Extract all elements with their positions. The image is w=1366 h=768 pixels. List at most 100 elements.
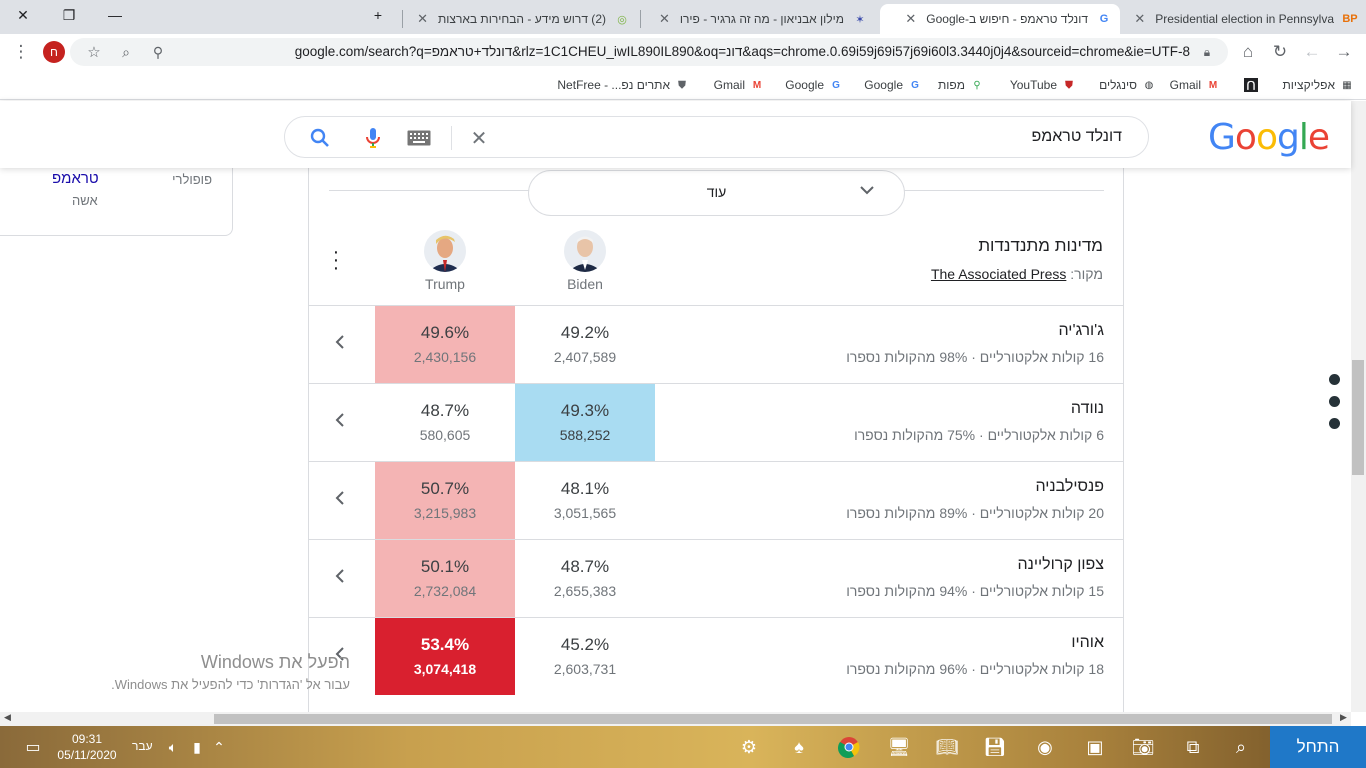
chrome-icon[interactable] — [836, 735, 862, 759]
more-options-icon[interactable]: · · · — [332, 241, 340, 279]
google-logo[interactable]: Google — [1208, 117, 1330, 158]
biden-result-cell: 48.7% 2,655,383 — [515, 540, 655, 617]
chevron-left-icon[interactable] — [335, 412, 345, 433]
horizontal-scroll-thumb[interactable] — [214, 714, 1332, 724]
location-icon[interactable]: ⚲ — [152, 43, 164, 60]
search-icon[interactable]: ⌕ — [1235, 736, 1247, 757]
tab-forum[interactable]: ◎ (2) דרוש מידע - הבחירות בארצות ✕ — [406, 4, 638, 34]
state-row[interactable]: 48.7% 580,605 49.3% 588,252 נוודה 6 קולות אלק… — [309, 383, 1124, 461]
vertical-scroll-thumb[interactable] — [1352, 360, 1364, 475]
dictionary-icon[interactable]: 📖︎ — [935, 736, 959, 757]
tab-google-search[interactable]: G דונלד טראמפ - חיפוש ב-Google ✕ — [880, 4, 1120, 34]
search-icon[interactable] — [308, 126, 332, 150]
bookmark-singles[interactable]: ◍ סינגלים — [1099, 76, 1156, 94]
reload-icon[interactable]: ↻ — [1272, 42, 1288, 61]
close-tab-icon[interactable]: ✕ — [417, 11, 429, 26]
tab-title: מילון אבניאון - מה זה גרגיר - פירו — [679, 12, 844, 26]
close-tab-icon[interactable]: ✕ — [658, 11, 670, 26]
minimize-window-icon[interactable]: — — [108, 7, 122, 23]
save-icon[interactable]: 💾︎ — [983, 736, 1007, 757]
lock-icon[interactable]: 🔒︎ — [1203, 44, 1211, 59]
computer-icon[interactable]: 🖥︎ — [887, 736, 911, 757]
trump-votes: 2,732,084 — [413, 583, 477, 599]
trump-result-cell: 49.6% 2,430,156 — [375, 306, 515, 383]
restore-window-icon[interactable]: ❐ — [62, 6, 76, 23]
scroll-left-icon[interactable]: ◀ — [4, 712, 11, 722]
chevron-left-icon[interactable] — [335, 568, 345, 589]
candidate-biden[interactable]: Biden — [515, 230, 655, 292]
tab-pennsylvania[interactable]: BP Presidential election in Pennsylva ✕ — [1125, 4, 1366, 34]
bookmark-arch[interactable]: ⋂ — [1239, 76, 1258, 94]
chevron-left-icon[interactable] — [335, 490, 345, 511]
settings-icon[interactable]: ▣ — [1086, 736, 1104, 757]
back-icon[interactable]: → — [1335, 42, 1353, 61]
bookmark-google[interactable]: G Google — [785, 76, 843, 94]
bookmark-maps[interactable]: ⚲ מפות — [938, 76, 984, 94]
search-box[interactable]: דונלד טראמפ ✕ — [284, 116, 1149, 158]
home-icon[interactable]: ⌂ — [1242, 42, 1254, 61]
google-icon: G — [911, 79, 919, 91]
camera-app-icon[interactable]: ◉ — [1037, 736, 1053, 757]
state-info: 20 קולות אלקטורליים · 89% מהקולות נספרו — [846, 505, 1104, 521]
biden-result-cell: 48.1% 3,051,565 — [515, 462, 655, 539]
language-indicator[interactable]: עבר — [132, 739, 153, 753]
bookmark-gmail[interactable]: M Gmail — [714, 76, 764, 94]
biden-avatar — [564, 230, 606, 272]
close-tab-icon[interactable]: ✕ — [1134, 11, 1146, 26]
start-button[interactable]: התחל — [1270, 726, 1366, 768]
keyboard-icon[interactable] — [407, 126, 431, 150]
new-tab-button[interactable]: + — [373, 7, 383, 23]
trump-avatar — [424, 230, 466, 272]
search-input[interactable]: דונלד טראמפ — [1031, 128, 1122, 145]
dot-icon — [1329, 418, 1340, 429]
forward-icon[interactable]: ← — [1303, 42, 1321, 61]
task-view-icon[interactable]: ⧉ — [1186, 736, 1200, 757]
state-row[interactable]: 50.7% 3,215,983 48.1% 3,051,565 פנסילבניה 20 … — [309, 461, 1124, 539]
more-button[interactable]: עוד — [528, 170, 905, 216]
bookmark-netfree[interactable]: ⛊ אתרים נפ... - NetFree — [557, 76, 689, 94]
url-text[interactable]: google.com/search?q=דונלד+טראמפ&rlz=1C1C… — [294, 44, 1190, 59]
biden-votes: 3,051,565 — [553, 505, 617, 521]
source-link[interactable]: The Associated Press — [930, 266, 1067, 282]
trump-votes: 3,215,983 — [413, 505, 477, 521]
profile-avatar[interactable]: ח — [43, 41, 65, 63]
photo-icon[interactable]: 📷︎ — [1131, 736, 1155, 757]
battery-icon[interactable]: ▮ — [193, 738, 201, 755]
notification-icon[interactable]: ▭ — [25, 739, 41, 756]
knowledge-panel-fragment: פופולרי טראמפ אשה — [0, 168, 233, 236]
biden-votes: 588,252 — [559, 427, 611, 443]
clear-icon[interactable]: ✕ — [470, 127, 488, 150]
system-clock[interactable]: 09:31 05/11/2020 — [52, 731, 122, 763]
biden-result-cell: 49.2% 2,407,589 — [515, 306, 655, 383]
close-window-icon[interactable]: ✕ — [17, 6, 29, 23]
zoom-icon[interactable]: ⌕ — [122, 43, 130, 60]
bookmark-google[interactable]: G Google — [864, 76, 922, 94]
bookmark-gmail[interactable]: M Gmail — [1170, 76, 1220, 94]
microphone-icon[interactable] — [361, 126, 385, 150]
swing-states-card: עוד מדינות מתנדנדות מקור: The Associated… — [308, 168, 1124, 712]
chevron-left-icon[interactable] — [335, 334, 345, 355]
trump-percent: 48.7% — [420, 401, 470, 420]
kp-name-link[interactable]: טראמפ — [52, 170, 99, 187]
omnibox[interactable]: ☆ ⌕ ⚲ google.com/search?q=דונלד+טראמפ&rl… — [70, 38, 1228, 66]
tab-milon[interactable]: ✶ מילון אבניאון - מה זה גרגיר - פירו ✕ — [644, 4, 876, 34]
solitaire-icon[interactable]: ♠ — [794, 736, 804, 757]
globe-icon: ◍ — [1144, 79, 1154, 91]
milon-favicon-icon: ✶ — [855, 13, 865, 26]
taskbar-app-icon[interactable]: ⚙ — [740, 736, 758, 757]
chevron-left-icon[interactable] — [335, 646, 345, 667]
star-icon[interactable]: ☆ — [87, 44, 101, 61]
state-info: 18 קולות אלקטורליים · 96% מהקולות נספרו — [846, 661, 1104, 677]
scroll-right-icon[interactable]: ▶ — [1340, 712, 1347, 722]
state-row[interactable]: 49.6% 2,430,156 49.2% 2,407,589 ג'ורג'יה 16 ק… — [309, 305, 1124, 383]
state-row[interactable]: 53.4% 3,074,418 45.2% 2,603,731 אוהיו 18 קולו… — [309, 617, 1124, 695]
chevron-up-icon[interactable]: ⌃ — [213, 738, 225, 755]
close-tab-icon[interactable]: ✕ — [905, 11, 917, 26]
volume-icon[interactable]: 🔈︎ — [168, 738, 178, 755]
bookmark-youtube[interactable]: ⛊ YouTube — [1010, 76, 1076, 94]
candidate-trump[interactable]: Trump — [375, 230, 515, 292]
bookmark-apps[interactable]: ▦ אפליקציות — [1283, 76, 1354, 94]
menu-kebab-icon[interactable]: ⋮ — [12, 42, 30, 61]
state-row[interactable]: 50.1% 2,732,084 48.7% 2,655,383 צפון קרוליינ… — [309, 539, 1124, 617]
source-prefix: מקור: — [1070, 266, 1103, 282]
